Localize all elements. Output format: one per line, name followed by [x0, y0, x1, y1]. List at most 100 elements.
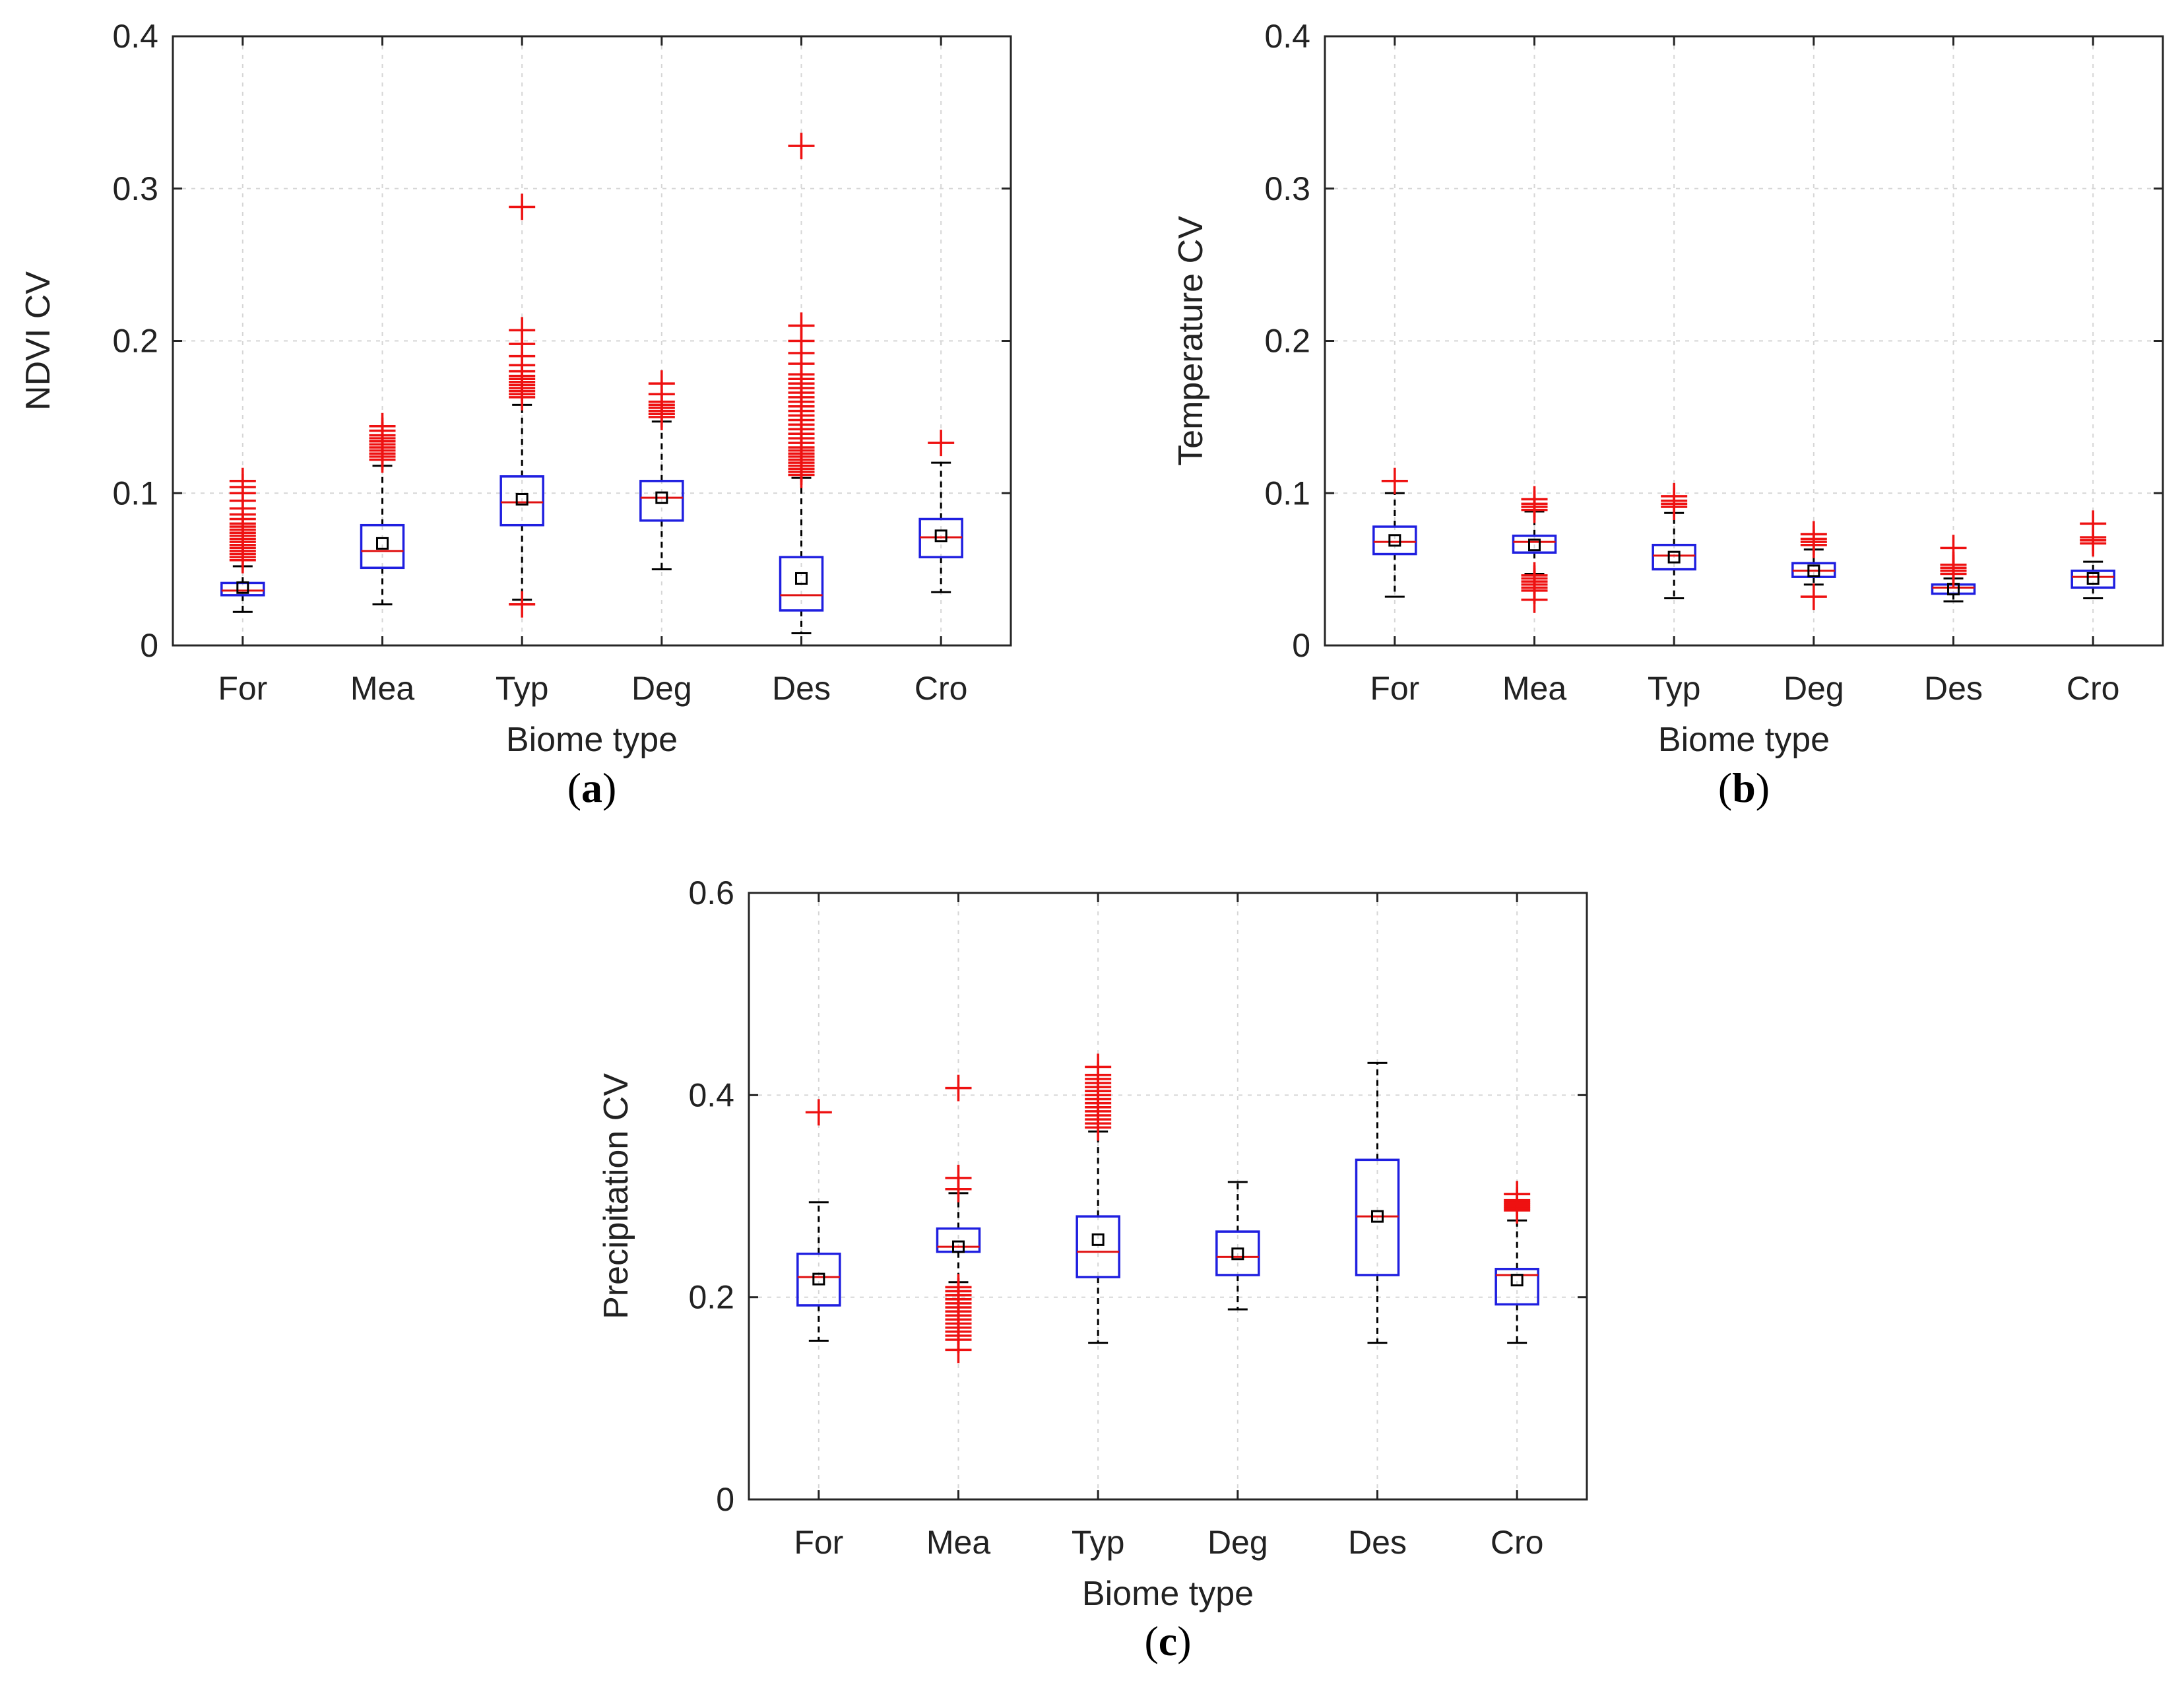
box-mea [936, 1074, 981, 1363]
mean-marker [1528, 539, 1541, 552]
box-cro [918, 430, 963, 593]
box-cro [2071, 510, 2115, 599]
box-deg [1791, 521, 1836, 610]
mean-marker [655, 491, 668, 504]
y-tick-label: 0 [140, 627, 158, 664]
chart-panel-a: 0 0.1 0.2 0.3 0.4 For Mea Typ Deg Des Cro Biome typ… [19, 18, 1012, 811]
box-des [779, 133, 824, 635]
box-iqr [1652, 543, 1696, 571]
outlier-marker [788, 133, 815, 160]
panel-label-letter: b [1732, 764, 1756, 811]
x-tick-label-typ: Typ [496, 670, 549, 707]
box-iqr [796, 1253, 841, 1307]
box-iqr [936, 1227, 981, 1253]
box-iqr [779, 556, 824, 612]
y-axis-title: NDVI CV [19, 271, 57, 411]
box-deg [639, 370, 684, 571]
mean-marker [1667, 550, 1681, 564]
mean-marker [1091, 1233, 1105, 1246]
box-cro [1494, 1181, 1539, 1344]
box-des [1931, 535, 1976, 603]
box-for [220, 467, 265, 613]
mean-marker [2086, 572, 2100, 585]
box-iqr [2071, 570, 2115, 589]
outlier-marker [1521, 562, 1548, 589]
box-iqr [1215, 1230, 1260, 1276]
x-tick-label-typ: Typ [1648, 670, 1701, 707]
outlier-marker [1940, 535, 1967, 562]
outlier-marker [509, 317, 536, 344]
x-tick-label-mea: Mea [926, 1524, 990, 1561]
y-tick-label: 0.2 [112, 323, 158, 360]
y-tick-label: 0.1 [112, 475, 158, 511]
box-des [1355, 1061, 1400, 1344]
mean-marker [1388, 534, 1401, 547]
x-tick-label-for: For [218, 670, 267, 707]
panel-label-letter: c [1159, 1618, 1177, 1664]
box-iqr [499, 475, 544, 527]
x-tick-label-cro: Cro [915, 670, 968, 707]
y-tick-label: 0.6 [688, 874, 734, 911]
outlier-marker [1085, 1053, 1112, 1080]
box-iqr [1355, 1158, 1400, 1276]
x-axis-title: Biome type [1658, 721, 1830, 759]
y-tick-label: 0.2 [688, 1279, 734, 1316]
outlier-marker [1661, 482, 1688, 509]
outlier-marker [229, 467, 256, 494]
mean-marker [934, 529, 947, 542]
y-tick-label: 0 [716, 1481, 734, 1518]
outlier-marker [1504, 1181, 1531, 1208]
mean-marker [1371, 1210, 1384, 1223]
box-for [796, 1099, 841, 1342]
mean-marker [1510, 1274, 1524, 1287]
panel-label: (a) [567, 764, 617, 811]
x-tick-label-mea: Mea [350, 670, 414, 707]
y-tick-label: 0.2 [1264, 323, 1310, 360]
x-tick-label-mea: Mea [1502, 670, 1566, 707]
outlier-marker [945, 1274, 972, 1301]
x-axis-title: Biome type [506, 721, 678, 759]
outlier-marker [2080, 510, 2107, 537]
panel-label: (c) [1144, 1618, 1191, 1664]
chart-panel-c: 0 0.2 0.4 0.6 For Mea Typ Deg Des Cro Biome type Pr… [597, 874, 1588, 1664]
x-tick-label-des: Des [1348, 1524, 1407, 1561]
box-iqr [360, 523, 405, 570]
x-tick-label-deg: Deg [1207, 1524, 1268, 1561]
chart-panel-b: 0 0.1 0.2 0.3 0.4 For Mea Typ Deg Des Cro Biome typ… [1172, 18, 2164, 811]
outlier-marker [648, 370, 675, 397]
mean-marker [952, 1240, 965, 1253]
y-axis-title: Temperature CV [1172, 216, 1210, 466]
outlier-marker [1521, 486, 1548, 513]
outlier-marker [1800, 583, 1827, 610]
box-iqr [1494, 1268, 1539, 1306]
outlier-marker [805, 1099, 832, 1126]
panel-label: (b) [1718, 764, 1770, 811]
x-tick-label-typ: Typ [1072, 1524, 1125, 1561]
plot-area-frame [748, 892, 1588, 1501]
box-iqr [1076, 1215, 1120, 1278]
mean-marker [795, 572, 808, 585]
y-tick-label: 0.4 [688, 1076, 734, 1113]
box-typ [499, 193, 544, 618]
outlier-marker [788, 312, 815, 339]
panel-label-letter: a [581, 764, 602, 811]
outlier-marker [928, 430, 955, 457]
mean-marker [812, 1272, 825, 1286]
outlier-marker [945, 1074, 972, 1101]
outlier-marker [1381, 467, 1408, 494]
outlier-marker [945, 1164, 972, 1191]
box-mea [1512, 486, 1557, 613]
x-tick-label-cro: Cro [1491, 1524, 1544, 1561]
y-axis-title: Precipitation CV [597, 1073, 635, 1319]
mean-marker [515, 492, 529, 506]
box-iqr [639, 480, 684, 522]
box-iqr [1512, 535, 1557, 554]
x-tick-label-deg: Deg [631, 670, 692, 707]
y-tick-label: 0.3 [112, 170, 158, 207]
box-typ [1076, 1053, 1120, 1344]
x-tick-label-des: Des [1924, 670, 1983, 707]
x-tick-label-for: For [794, 1524, 843, 1561]
y-tick-label: 0.4 [112, 18, 158, 55]
x-axis-title: Biome type [1082, 1575, 1254, 1613]
box-for [1372, 467, 1417, 598]
